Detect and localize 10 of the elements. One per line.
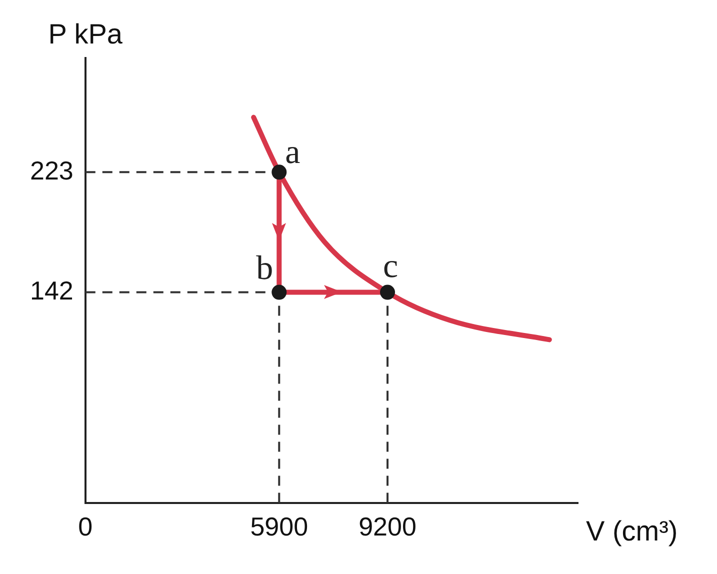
x-tick-label: 5900 [250,512,308,542]
x-axis-title: V (cm³) [586,516,678,547]
x-tick-label: 9200 [358,512,416,542]
data-label: b [256,250,274,288]
y-axis-title: P kPa [48,18,123,50]
data-label: c [382,248,398,286]
x-tick-label: 0 [78,512,93,542]
y-tick-label: 223 [30,155,74,186]
data-label: a [285,134,300,172]
y-tick-label: 142 [30,275,74,306]
